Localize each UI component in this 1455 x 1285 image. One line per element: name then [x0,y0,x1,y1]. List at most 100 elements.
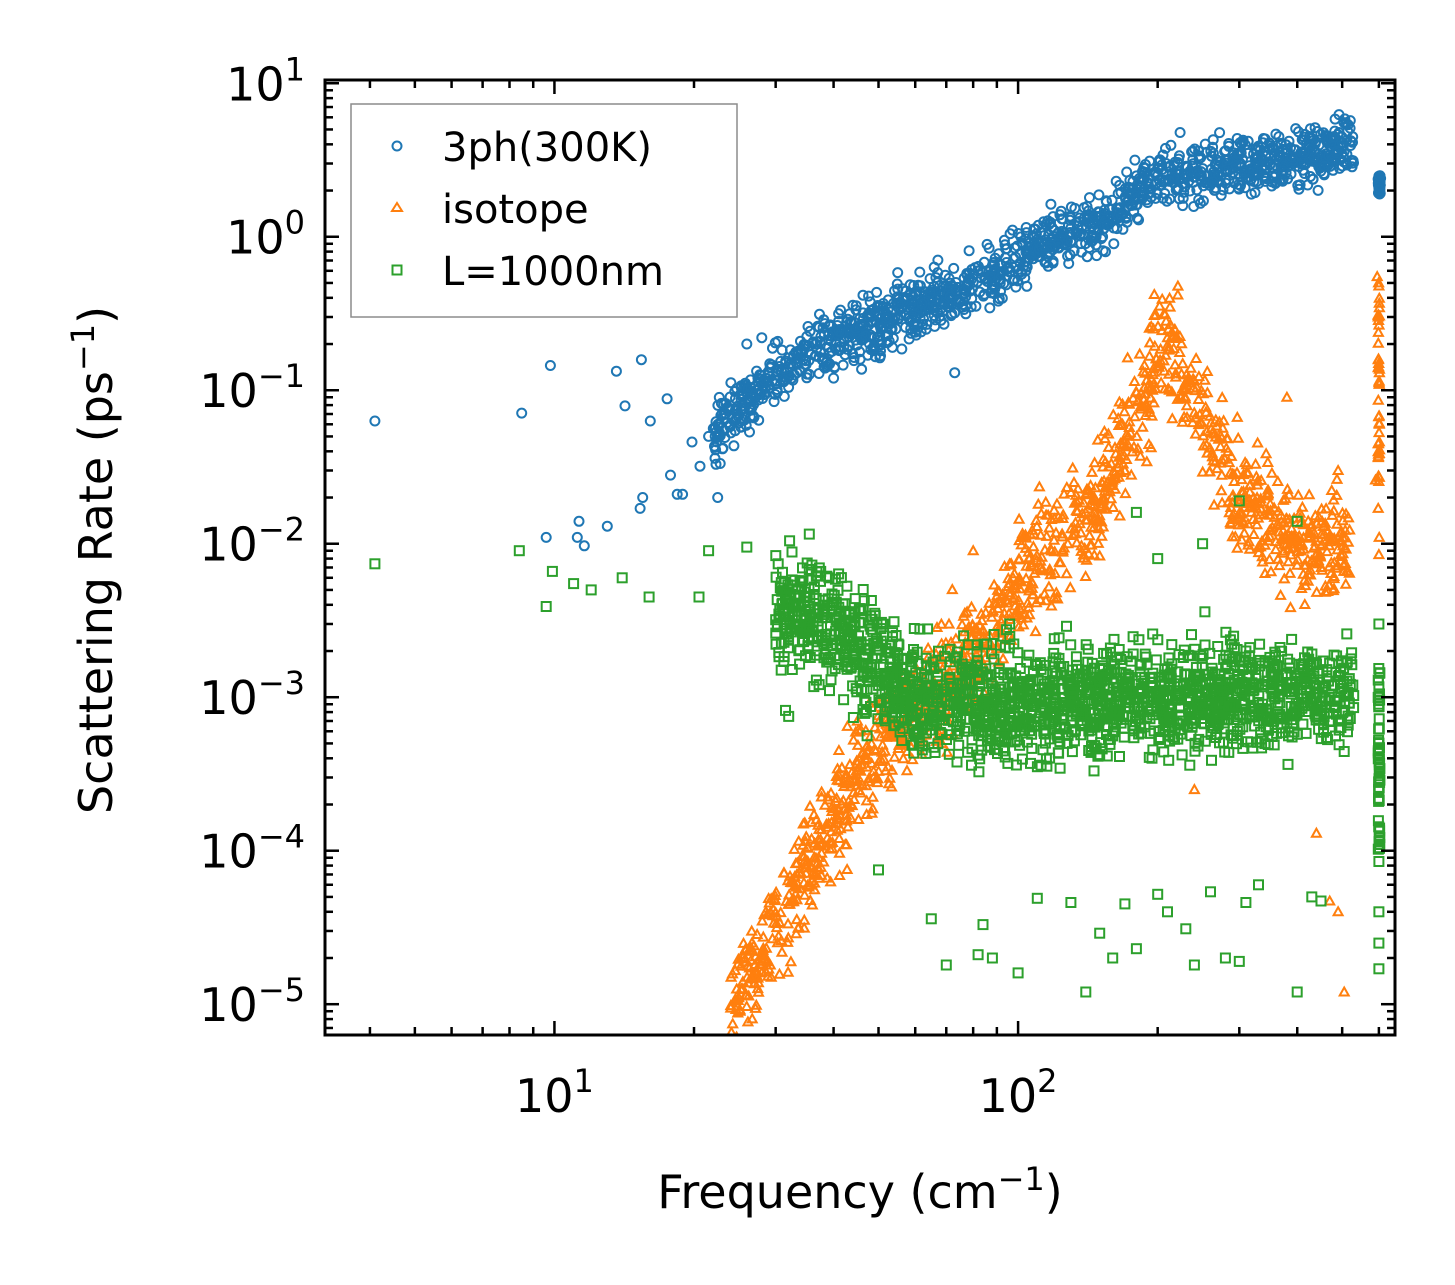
point-isotope [1314,528,1328,540]
point-3ph [1294,179,1306,191]
point-3ph [939,269,951,281]
point-isotope [754,949,768,961]
point-isotope [1372,393,1385,405]
point-isotope [1088,513,1101,525]
point-3ph [1097,245,1109,257]
point-l1000nm [857,658,869,670]
point-l1000nm [1221,660,1233,672]
point-3ph [1311,126,1323,137]
point-isotope [1305,554,1318,566]
point-l1000nm [1303,653,1315,665]
point-3ph [677,488,689,500]
point-l1000nm [985,728,997,740]
point-isotope [1189,427,1202,439]
point-l1000nm [1342,726,1353,738]
point-isotope [1372,426,1386,438]
point-l1000nm [857,584,869,595]
point-isotope [1108,482,1122,494]
point-isotope [1155,292,1169,304]
point-3ph [819,362,831,374]
point-l1000nm [1240,897,1252,908]
point-isotope [1210,419,1223,431]
point-isotope [1138,387,1152,399]
point-l1000nm [1373,759,1385,770]
point-l1000nm [1306,891,1318,903]
point-isotope [851,714,864,726]
point-l1000nm [1373,770,1385,782]
point-l1000nm [1056,714,1068,726]
point-3ph [924,287,936,299]
point-isotope [798,854,812,866]
point-l1000nm [1133,634,1145,646]
point-isotope [1130,429,1144,441]
point-3ph [634,502,646,514]
point-isotope [1070,504,1083,516]
point-3ph [1177,192,1189,204]
point-isotope [1315,514,1329,526]
point-isotope [1088,548,1101,560]
point-isotope [1203,409,1217,421]
point-l1000nm [932,738,944,750]
point-l1000nm [616,572,628,584]
point-isotope [1080,486,1094,498]
point-isotope [1372,530,1386,542]
point-isotope [1134,449,1147,461]
point-l1000nm [1212,679,1224,691]
point-3ph [1033,243,1045,255]
point-isotope [1323,533,1337,545]
point-l1000nm [1054,762,1066,774]
point-isotope [1097,491,1111,503]
point-isotope [1301,567,1315,579]
point-isotope [1040,529,1053,541]
point-isotope [1331,543,1344,555]
point-l1000nm [784,535,796,547]
point-isotope [1243,485,1257,497]
point-l1000nm [1310,714,1322,726]
point-isotope [1107,408,1120,420]
point-isotope [1284,601,1297,613]
point-l1000nm [1180,923,1192,935]
point-isotope [736,982,750,994]
point-isotope [859,724,873,736]
point-isotope [1183,376,1197,388]
point-l1000nm [1259,738,1271,750]
point-isotope [1032,497,1045,509]
point-3ph [882,330,894,341]
point-isotope [1214,440,1227,452]
point-l1000nm [1321,670,1333,682]
point-l1000nm [797,575,809,587]
point-l1000nm [1373,723,1385,735]
point-isotope [855,747,869,759]
point-3ph [948,262,960,274]
point-3ph [721,401,733,413]
point-3ph [803,355,815,366]
point-3ph [1057,213,1069,225]
point-3ph [756,332,768,344]
point-l1000nm [782,579,794,591]
point-l1000nm [1047,706,1059,717]
point-isotope [1140,455,1154,467]
point-isotope [1075,544,1088,556]
point-3ph [1347,136,1358,148]
point-isotope [960,605,974,617]
point-l1000nm [1182,721,1194,733]
point-3ph [1214,127,1226,139]
point-isotope [1171,288,1185,300]
point-isotope [1372,548,1386,560]
point-3ph [1308,151,1320,163]
point-isotope [1074,526,1088,538]
point-3ph [768,396,780,408]
point-l1000nm [866,613,878,625]
point-3ph [1003,263,1015,275]
point-3ph [1245,188,1257,200]
point-3ph [752,376,764,388]
point-3ph [1131,170,1142,182]
point-isotope [1251,541,1265,553]
point-isotope [767,903,780,915]
point-l1000nm [925,913,937,925]
point-3ph [998,278,1010,289]
point-isotope [1251,474,1264,486]
point-isotope [867,764,880,776]
point-l1000nm [1152,553,1164,565]
point-l1000nm [865,667,877,679]
